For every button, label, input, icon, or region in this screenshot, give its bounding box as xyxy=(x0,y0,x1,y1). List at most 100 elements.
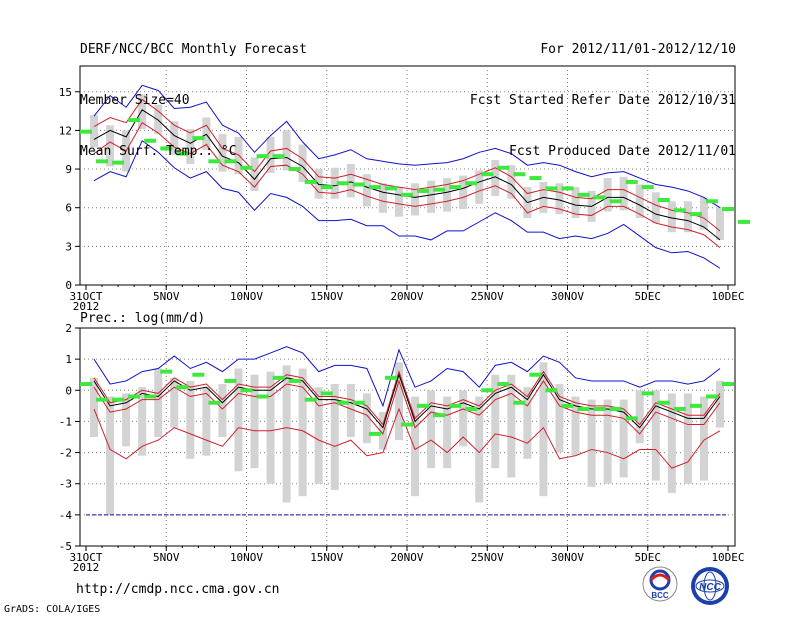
series-line xyxy=(93,346,721,408)
observed-marker xyxy=(465,406,478,411)
observed-marker xyxy=(497,165,510,170)
observed-marker xyxy=(240,165,253,170)
spread-box xyxy=(619,399,628,478)
observed-marker xyxy=(96,159,109,164)
spread-box xyxy=(555,384,564,453)
spread-box xyxy=(459,390,468,447)
observed-marker xyxy=(545,388,558,393)
observed-marker xyxy=(689,212,702,217)
spread-box xyxy=(154,104,163,135)
spread-box xyxy=(667,201,676,233)
observed-marker xyxy=(80,129,92,134)
x-tick-label: 10NOV xyxy=(230,290,263,303)
spread-box xyxy=(715,380,724,428)
observed-marker xyxy=(465,181,478,186)
observed-marker xyxy=(481,388,494,393)
panel-1: 31OCT 5NOV 10NOV 15NOV 20NOV 25NOV 30NOV 5DEC 10… xyxy=(59,65,751,313)
spread-box xyxy=(603,399,612,484)
y-tick-label: 2 xyxy=(65,322,72,335)
bcc-logo-text: BCC xyxy=(651,591,669,600)
y-tick-label: -2 xyxy=(59,447,72,460)
x-tick-label: 5NOV xyxy=(153,290,180,303)
spread-box xyxy=(138,94,147,130)
observed-marker xyxy=(224,378,237,383)
forecast-period: For 2012/11/01-2012/12/10 xyxy=(540,42,736,57)
panel-2: 31OCT 5NOV 10NOV 15NOV 20NOV 25NOV 30NOV 5DEC 10… xyxy=(59,311,745,574)
observed-marker xyxy=(641,185,654,190)
spread-box xyxy=(234,368,243,472)
observed-marker xyxy=(240,388,253,393)
fcst-produced-date: Fcst Produced Date 2012/11/01 xyxy=(509,144,736,159)
spread-box xyxy=(346,163,355,198)
y-tick-label: 6 xyxy=(65,202,72,215)
spread-box xyxy=(218,134,227,172)
spread-box xyxy=(475,170,484,204)
observed-marker xyxy=(689,403,702,408)
observed-marker xyxy=(352,182,365,187)
spread-box xyxy=(443,178,452,212)
observed-marker xyxy=(401,192,413,197)
observed-marker xyxy=(609,406,622,411)
observed-marker xyxy=(288,167,301,172)
observed-marker xyxy=(593,195,606,200)
observed-marker xyxy=(609,199,622,204)
spread-box xyxy=(106,125,115,167)
x-tick-label: 25NOV xyxy=(471,290,504,303)
spread-box xyxy=(683,201,692,233)
fcst-started-date: Fcst Started Refer Date 2012/10/31 xyxy=(469,93,736,108)
observed-marker xyxy=(657,197,670,202)
observed-marker xyxy=(433,187,446,192)
grads-credit: GrADS: COLA/IGES xyxy=(4,604,101,615)
observed-marker xyxy=(657,400,670,405)
observed-marker xyxy=(128,118,141,123)
spread-box xyxy=(218,384,227,437)
series-line xyxy=(93,379,721,435)
spread-box xyxy=(282,365,291,503)
observed-marker xyxy=(336,181,349,186)
x-tick-label: 20NOV xyxy=(390,290,423,303)
observed-marker xyxy=(673,406,686,411)
series-line xyxy=(93,121,721,249)
spread-box xyxy=(202,387,211,456)
observed-marker xyxy=(673,208,686,213)
spread-box xyxy=(266,371,275,484)
spread-box xyxy=(282,130,291,171)
x-tick-label: 10DEC xyxy=(711,290,744,303)
variable-label: Mean Surf. Temp.: °C xyxy=(80,144,237,159)
spread-box xyxy=(507,165,516,199)
spread-box xyxy=(122,393,131,447)
y-tick-label: -4 xyxy=(59,509,73,522)
bcc-logo: BCC xyxy=(642,566,678,602)
spread-box xyxy=(635,390,644,444)
spread-box xyxy=(571,396,580,456)
observed-marker xyxy=(80,382,92,387)
observed-marker xyxy=(192,372,205,377)
spread-box xyxy=(314,387,323,484)
source-url[interactable]: http://cmdp.ncc.cma.gov.cn xyxy=(76,582,280,597)
spread-box xyxy=(266,136,275,173)
spread-box xyxy=(699,396,708,481)
observed-marker xyxy=(112,160,125,165)
observed-marker xyxy=(176,385,189,390)
observed-marker xyxy=(368,185,381,190)
x-year-label: 2012 xyxy=(73,300,100,313)
observed-marker xyxy=(272,154,285,159)
spread-box xyxy=(427,180,436,213)
observed-marker xyxy=(529,372,542,377)
spread-box xyxy=(603,178,612,212)
spread-box xyxy=(491,374,500,469)
ncc-logo: NCC xyxy=(691,567,729,605)
spread-box xyxy=(394,187,403,217)
spread-box xyxy=(250,374,259,469)
spread-box xyxy=(507,374,516,478)
observed-marker xyxy=(160,146,173,151)
y-tick-label: 15 xyxy=(59,86,72,99)
observed-marker xyxy=(417,403,430,408)
spread-box xyxy=(298,144,307,182)
member-size: Member Size=40 xyxy=(80,93,190,108)
spread-box xyxy=(394,362,403,441)
observed-marker xyxy=(722,206,734,211)
spread-box xyxy=(475,396,484,503)
x-tick-label: 30NOV xyxy=(551,551,584,564)
